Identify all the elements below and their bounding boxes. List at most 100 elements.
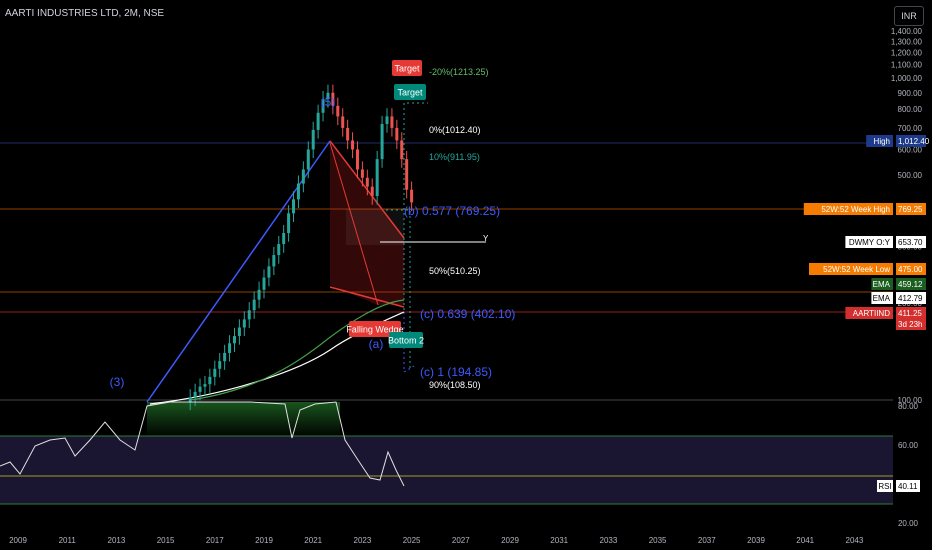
chart-title: AARTI INDUSTRIES LTD, 2M, NSE <box>5 8 165 19</box>
candle-body <box>355 149 359 170</box>
price-tag-value: 1,012.40 <box>898 137 930 146</box>
time-tick-label: 2041 <box>796 536 814 545</box>
time-tick-label: 2025 <box>403 536 421 545</box>
time-tick-label: 2037 <box>698 536 716 545</box>
candle-body <box>257 289 261 300</box>
price-tag-name: EMA <box>873 294 891 303</box>
price-tag-name-box <box>866 135 893 147</box>
candle-body <box>385 116 389 124</box>
price-tag-name: EMA <box>873 280 891 289</box>
falling-wedge-box <box>349 321 401 337</box>
candle-body <box>301 169 305 184</box>
candle-body <box>282 233 286 245</box>
price-tag-value-box <box>896 135 926 147</box>
price-tag-name-box <box>871 292 893 304</box>
candle-body <box>232 336 236 344</box>
time-tick-label: 2031 <box>550 536 568 545</box>
candle-body <box>213 368 217 377</box>
target-projection <box>403 102 428 310</box>
candle-body <box>193 391 197 398</box>
price-tag-name: DWMY O:Y <box>849 238 891 247</box>
currency-button[interactable]: INR <box>894 6 924 26</box>
fib-90-label: 90%(108.50) <box>429 380 481 390</box>
rsi-tag-name: RSI <box>878 482 891 491</box>
price-tag-name: AARTIIND <box>853 309 890 318</box>
rsi-tick-label: 60.00 <box>898 441 919 450</box>
wedge-diagonal <box>329 142 379 306</box>
price-tag-value-box <box>896 203 926 215</box>
wave-3-label: (3) <box>110 375 125 389</box>
candle-body <box>277 244 281 256</box>
price-tick-label: 1,300.00 <box>891 37 923 46</box>
ema-fast-line <box>189 299 405 401</box>
chart-drawing <box>0 84 486 487</box>
wedge-lower-line <box>329 286 405 308</box>
price-tick-label: 1,200.00 <box>891 49 923 58</box>
candle-body <box>203 384 207 387</box>
time-tick-label: 2015 <box>157 536 175 545</box>
chart-background <box>0 142 893 505</box>
time-tick-label: 2011 <box>59 536 77 545</box>
target-red-label: Target <box>394 64 420 74</box>
price-tag-value: 653.70 <box>898 238 923 247</box>
price-tag-value-box <box>896 307 926 319</box>
candle-body <box>311 129 315 150</box>
rsi-band <box>0 436 893 504</box>
price-tag-value-box <box>896 263 926 275</box>
time-tick-label: 2043 <box>846 536 864 545</box>
candle-body <box>336 105 340 117</box>
candle-body <box>262 277 266 290</box>
range-box <box>346 209 404 245</box>
time-tick-label: 2029 <box>501 536 519 545</box>
candle-body <box>316 112 320 130</box>
candle-body <box>400 140 404 160</box>
price-tag-name-box <box>871 278 893 290</box>
time-tick-label: 2013 <box>108 536 126 545</box>
candle-body <box>208 376 212 385</box>
fib-50-label: 50%(510.25) <box>429 266 481 276</box>
price-tag-value: 769.25 <box>898 205 923 214</box>
candle-body <box>223 352 227 362</box>
candle-body <box>228 343 232 353</box>
time-tick-label: 2019 <box>255 536 273 545</box>
candle-body <box>410 189 414 203</box>
price-tag-name-box <box>845 307 893 319</box>
price-tag-name-box <box>845 236 893 248</box>
price-tick-label: 1,100.00 <box>891 61 923 70</box>
time-tick-label: 2033 <box>600 536 618 545</box>
price-tag-name: High <box>874 137 890 146</box>
candle-body <box>267 266 271 278</box>
wave-c2-label: (c) 1 (194.85) <box>420 365 492 379</box>
b-projection <box>386 209 411 370</box>
time-tick-label: 2017 <box>206 536 224 545</box>
time-tick-label: 2023 <box>354 536 372 545</box>
fib-10-label: 10%(911.95) <box>429 152 480 162</box>
candle-body <box>390 116 394 128</box>
price-tick-label: 700.00 <box>898 124 923 133</box>
price-tick-label: 800.00 <box>898 105 923 114</box>
candle-body <box>237 327 241 337</box>
target-green-label: Target <box>397 88 423 98</box>
chart-labels: (3) (5) (a) (b) 0.577 (769.25) (c) 0.639 (40… <box>110 60 515 390</box>
price-tag-name: 52W:52 Week Low <box>823 265 890 274</box>
price-axis: 1,400.001,300.00 1,200.00 1,100.00 1,000.00… <box>9 27 930 545</box>
candle-body <box>247 310 251 320</box>
target-red-box <box>392 60 422 76</box>
candle-body <box>341 116 345 128</box>
bottom-2-box <box>389 332 423 348</box>
candle-body <box>321 99 325 113</box>
candle-body <box>242 319 246 328</box>
price-tag-value-box <box>896 318 926 330</box>
candle-body <box>395 127 399 141</box>
price-tag-value: 3d 23h <box>898 320 922 329</box>
candle-body <box>346 127 350 141</box>
candle-body <box>296 183 300 200</box>
price-tag-value: 412.79 <box>898 294 923 303</box>
rsi-tag-value-box <box>896 480 920 492</box>
price-tick-label: 900.00 <box>898 89 923 98</box>
candle-body <box>198 386 202 392</box>
price-tag-value: 459.12 <box>898 280 923 289</box>
price-tag-name-box <box>803 203 893 215</box>
time-tick-label: 2035 <box>649 536 667 545</box>
